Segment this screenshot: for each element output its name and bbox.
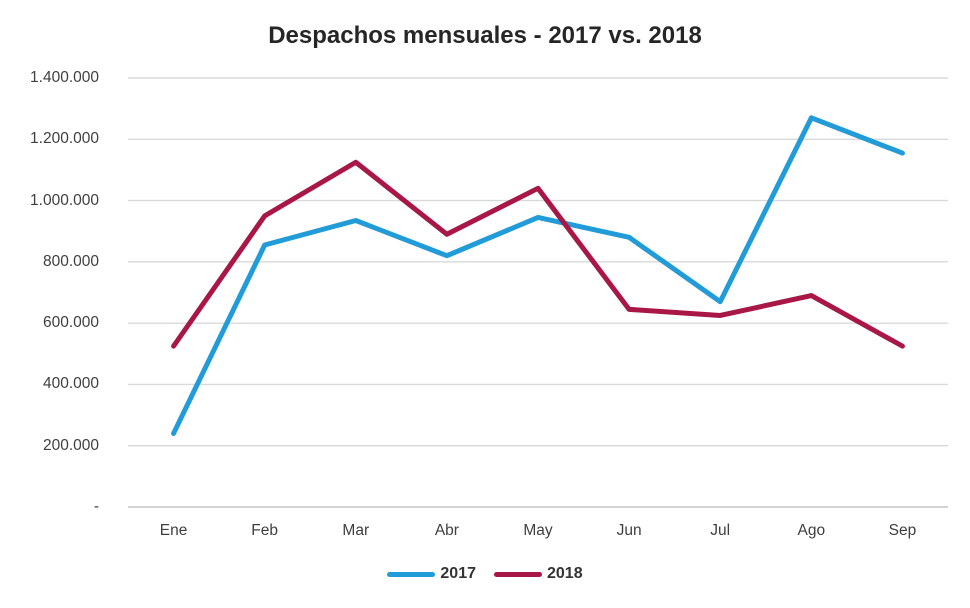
legend-label-2018: 2018 bbox=[547, 565, 583, 582]
x-axis-tick-label: Abr bbox=[434, 522, 459, 539]
x-axis-tick-label: Ene bbox=[159, 522, 188, 539]
x-axis-tick-label: Jun bbox=[616, 522, 642, 539]
y-axis-tick-label: 1.400.000 bbox=[30, 69, 99, 86]
legend-item-2018: 2018 bbox=[494, 565, 583, 583]
series-line-2018 bbox=[171, 159, 905, 349]
x-axis-tick-label: Mar bbox=[342, 522, 370, 539]
y-axis-tick-label: 400.000 bbox=[42, 375, 99, 393]
y-axis-tick-label: 1.000.000 bbox=[30, 191, 99, 209]
legend-line-swatch-2018 bbox=[494, 571, 542, 577]
legend-item-2017: 2017 bbox=[387, 565, 476, 583]
x-axis-tick-label: Feb bbox=[251, 522, 279, 539]
y-axis-tick-label: - bbox=[93, 498, 99, 515]
y-axis-tick-label: 1.200.000 bbox=[30, 130, 99, 148]
y-axis-tick-label: 200.000 bbox=[42, 436, 99, 454]
legend-line-swatch-2017 bbox=[387, 571, 436, 577]
x-axis-tick-label: Sep bbox=[888, 522, 917, 539]
x-axis-tick-label: Ago bbox=[797, 522, 826, 539]
x-axis-tick-label: May bbox=[523, 522, 553, 539]
legend: 2017 2018 bbox=[0, 565, 970, 583]
y-axis-tick-label: 800.000 bbox=[42, 252, 99, 270]
x-axis-tick-label: Jul bbox=[710, 522, 731, 539]
legend-label-2017: 2017 bbox=[440, 565, 476, 582]
chart-title: Despachos mensuales - 2017 vs. 2018 bbox=[268, 22, 702, 49]
series-line-2017 bbox=[171, 115, 905, 436]
y-axis-tick-label: 600.000 bbox=[42, 314, 99, 332]
